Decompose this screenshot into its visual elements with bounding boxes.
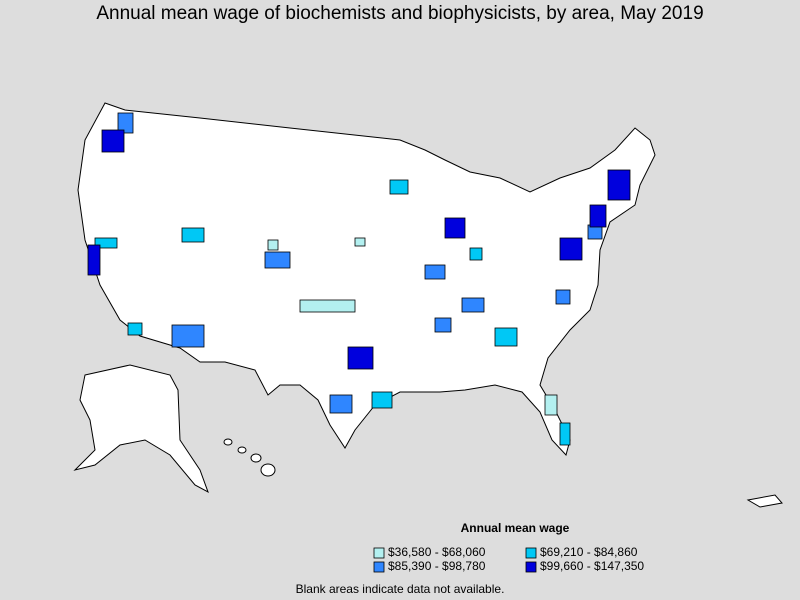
wage-areas	[87, 112, 631, 446]
wage-area	[329, 394, 353, 414]
wage-area	[127, 322, 143, 336]
wage-area	[434, 317, 452, 333]
hawaii	[223, 438, 276, 477]
legend: Annual mean wage $36,580 - $68,060 $69,21…	[373, 521, 644, 573]
legend-label: $85,390 - $98,780	[388, 559, 486, 573]
continental-us	[77, 102, 656, 457]
legend-swatch	[373, 561, 385, 573]
legend-label: $36,580 - $68,060	[388, 545, 486, 559]
wage-area	[389, 179, 409, 195]
wage-area	[607, 169, 631, 201]
map	[73, 102, 783, 508]
wage-area	[559, 422, 571, 446]
wage-area	[555, 289, 571, 305]
wage-area	[264, 251, 291, 269]
legend-swatch	[525, 561, 537, 573]
wage-area	[469, 247, 483, 261]
legend-items: $36,580 - $68,060 $69,210 - $84,860 $85,39…	[373, 545, 644, 573]
wage-area	[94, 237, 118, 249]
map-title: Annual mean wage of biochemists and biop…	[96, 3, 703, 24]
wage-area	[101, 129, 125, 153]
wage-area	[424, 264, 446, 280]
wage-area	[347, 346, 374, 370]
wage-area	[559, 237, 583, 261]
wage-area	[494, 327, 518, 347]
wage-area	[371, 391, 393, 409]
legend-label: $69,210 - $84,860	[540, 545, 638, 559]
wage-area	[444, 217, 466, 239]
legend-title: Annual mean wage	[461, 521, 570, 535]
footnote: Blank areas indicate data not available.	[296, 582, 505, 596]
wage-area	[171, 324, 205, 348]
puerto-rico	[746, 494, 783, 508]
wage-area	[354, 237, 366, 247]
wage-area	[299, 299, 356, 313]
wage-area	[117, 112, 134, 134]
wage-area	[461, 297, 485, 313]
wage-area	[267, 239, 279, 251]
alaska	[73, 364, 209, 494]
wage-area	[87, 244, 101, 276]
legend-swatch	[525, 547, 537, 559]
wage-area	[181, 227, 205, 243]
wage-area	[544, 394, 558, 416]
wage-area	[589, 204, 607, 228]
legend-label: $99,660 - $147,350	[540, 559, 644, 573]
legend-swatch	[373, 547, 385, 559]
